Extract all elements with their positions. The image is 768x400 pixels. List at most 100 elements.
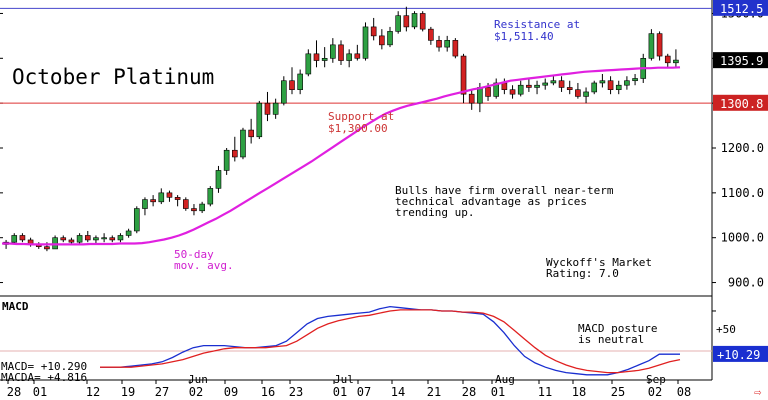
candle-body-up	[583, 91, 589, 97]
resistance-annotation-line1: Resistance at	[494, 18, 580, 31]
candle	[411, 11, 418, 30]
candle-body-down	[248, 129, 254, 138]
candle	[240, 127, 246, 160]
candle-body-down	[182, 199, 189, 209]
candle	[444, 35, 450, 52]
candle	[395, 11, 401, 34]
candle-body-up	[632, 78, 638, 82]
price-tick-label: 1100.0	[721, 186, 764, 200]
candle-body-down	[166, 192, 173, 198]
x-tick-label: 08	[677, 385, 691, 399]
candle-body-down	[501, 82, 508, 90]
x-tick-label: 07	[357, 385, 371, 399]
x-tick-label: 11	[538, 385, 552, 399]
candle-body-up	[330, 44, 336, 59]
candle-body-up	[321, 58, 328, 61]
candle	[330, 38, 336, 63]
x-tick-label: 14	[391, 385, 405, 399]
candle	[583, 87, 589, 104]
candle-body-down	[656, 33, 663, 57]
candle	[428, 26, 434, 45]
x-tick-label: 27	[155, 385, 169, 399]
x-tick-label: 21	[427, 385, 441, 399]
candle-body-down	[379, 35, 385, 46]
candle-body-up	[117, 235, 124, 241]
candle	[289, 67, 295, 95]
candle-body-down	[370, 26, 377, 37]
candle-body-down	[313, 53, 320, 61]
candle-body-down	[436, 40, 442, 48]
candle	[35, 242, 42, 249]
candle	[550, 76, 557, 86]
x-tick-label: 28	[462, 385, 476, 399]
x-tick-label: 09	[224, 385, 238, 399]
x-axis-ticks: 28 01 12 19 27 02 09 16 23 01 07 14 21 28 01 11 18 25 02 08	[7, 380, 691, 399]
candle	[101, 233, 107, 243]
macd-readout-line2: MACDA= +4.816	[1, 371, 87, 384]
candle-body-up	[158, 192, 165, 203]
candle-body-down	[664, 55, 671, 64]
candle-body-down	[428, 28, 434, 41]
candle	[509, 85, 516, 99]
support-price-tag: 1300.8	[713, 94, 768, 111]
candle-body-up	[673, 59, 679, 64]
candle	[575, 82, 581, 99]
price-tick-label: 1200.0	[721, 141, 764, 155]
x-tick-label: 28	[7, 385, 21, 399]
candle-body-up	[11, 235, 18, 243]
candle	[387, 26, 393, 48]
candle-body-down	[191, 208, 197, 212]
price-tag-box	[713, 94, 768, 111]
ma-annotation-line2: mov. avg.	[174, 259, 234, 272]
candle-body-down	[289, 80, 295, 90]
candle-body-down	[485, 87, 491, 97]
x-tick-label: 25	[611, 385, 625, 399]
candle	[558, 76, 565, 92]
candle	[607, 76, 614, 95]
candle-body-up	[199, 203, 205, 212]
month-label-jun: Jun	[188, 373, 208, 386]
macd-readout-line1: MACD= +10.290	[1, 360, 87, 373]
candle	[632, 74, 638, 86]
price-tag-value: 1512.5	[720, 2, 763, 16]
price-tick-label: 1000.0	[721, 231, 764, 245]
support-annotation-line1: Support at	[328, 110, 394, 123]
candle	[207, 186, 214, 207]
candle-body-down	[19, 235, 26, 241]
candlestick-series	[3, 6, 679, 252]
candle-body-down	[60, 237, 67, 241]
candle-body-up	[76, 235, 83, 243]
price-tick-label: 900.0	[728, 276, 764, 290]
candle	[215, 165, 222, 193]
candle	[256, 100, 263, 140]
candle	[591, 80, 598, 95]
candle	[158, 188, 165, 205]
macd-tag-value: +10.29	[717, 348, 760, 362]
candle	[150, 195, 156, 207]
candle-body-down	[174, 197, 181, 200]
month-label-sep: Sep	[646, 373, 666, 386]
candle-body-up	[395, 15, 401, 32]
candle-body-up	[591, 82, 598, 93]
candle	[403, 6, 410, 32]
candle-body-up	[101, 237, 107, 240]
resistance-annotation-line2: $1,511.40	[494, 30, 554, 43]
moving-average-series	[2, 66, 681, 246]
candle-body-up	[411, 13, 418, 28]
commentary-line2: technical advantage as prices	[395, 195, 587, 208]
candle	[436, 35, 442, 52]
chart-title: October Platinum	[12, 65, 214, 89]
candle	[656, 31, 663, 61]
candle-body-up	[599, 80, 606, 84]
candle	[272, 98, 279, 119]
candle-body-up	[207, 188, 214, 205]
candle	[142, 197, 148, 216]
candle-body-down	[68, 239, 75, 243]
candle	[468, 89, 475, 110]
candle	[370, 17, 377, 41]
candle-body-up	[615, 84, 622, 90]
candle	[19, 233, 26, 243]
candle-body-up	[648, 33, 655, 59]
